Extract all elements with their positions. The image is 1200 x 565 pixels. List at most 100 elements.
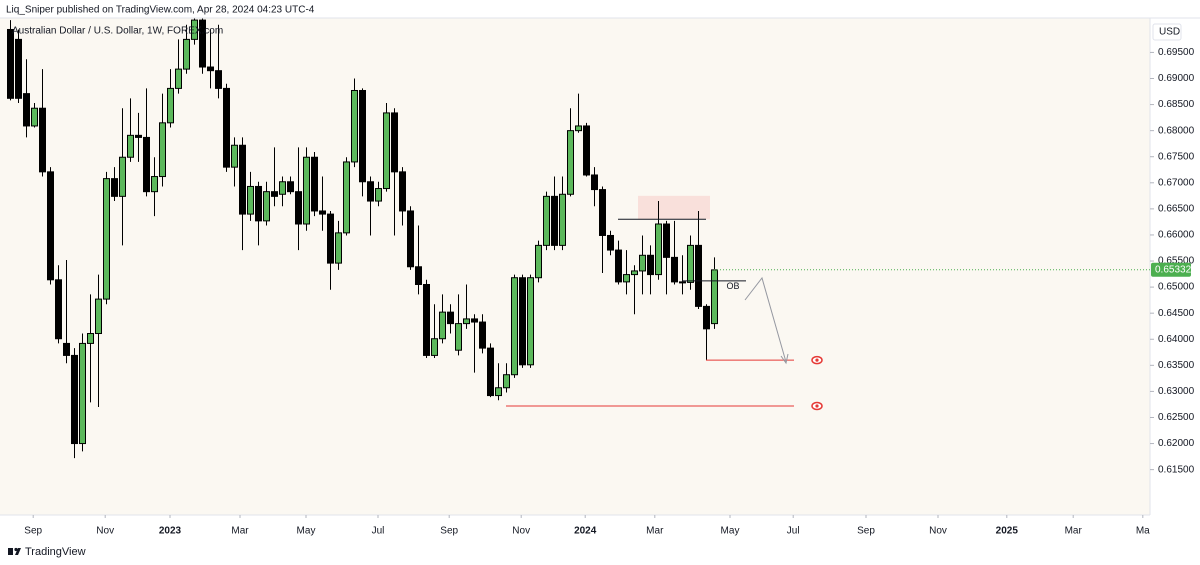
x-tick-label: Sep (440, 526, 458, 537)
y-tick-label: 0.66500 (1158, 204, 1195, 215)
y-tick-label: 0.69000 (1158, 73, 1195, 84)
candle-body (607, 234, 614, 251)
candle-body (535, 244, 542, 279)
y-tick-label: 0.62000 (1158, 438, 1195, 449)
y-tick-label: 0.62500 (1158, 412, 1195, 423)
candle-body (255, 185, 262, 222)
candle-body (279, 181, 286, 195)
y-tick-label: 0.61500 (1158, 464, 1195, 475)
candle-body (55, 279, 62, 340)
candle-body (191, 19, 198, 40)
candle-body (7, 28, 14, 99)
candle-body (103, 178, 110, 300)
candle-body (487, 347, 494, 397)
level-label: OB (726, 281, 739, 291)
candle-body (247, 185, 254, 215)
candle-body (343, 161, 350, 234)
candle-body (15, 38, 22, 99)
candle-body (695, 244, 702, 307)
candle-body (183, 38, 190, 70)
candle-body (39, 107, 46, 173)
candle-body (127, 134, 134, 158)
arrow-head (780, 353, 789, 365)
candle-body (423, 283, 430, 356)
candle-body (647, 254, 654, 276)
candle-body (87, 333, 94, 344)
candle-body (711, 269, 718, 325)
candle-body (703, 305, 710, 330)
alert-icon (811, 401, 823, 411)
candle-body (199, 19, 206, 68)
y-tick-label: 0.65000 (1158, 282, 1195, 293)
x-tick-label: Ma (1136, 526, 1150, 537)
currency-box (1152, 23, 1182, 41)
brand-name: TradingView (25, 546, 86, 558)
candle-body (687, 244, 694, 283)
candle-body (567, 130, 574, 195)
x-tick-label: Sep (24, 526, 42, 537)
publisher-header: Liq_Sniper published on TradingView.com,… (6, 5, 315, 16)
candle-body (95, 298, 102, 335)
candle-body (575, 125, 582, 132)
candle-body (471, 318, 478, 323)
candle-body (143, 136, 150, 193)
y-tick-label: 0.63000 (1158, 386, 1195, 397)
candle-body (511, 277, 518, 376)
x-tick-label: 2024 (574, 526, 597, 537)
candle-body (591, 174, 598, 191)
candle-body (543, 195, 550, 246)
plot-background (0, 18, 1150, 515)
candle-body (479, 321, 486, 349)
candle-body (375, 188, 382, 202)
x-tick-label: Mar (646, 526, 664, 537)
candle-body (335, 232, 342, 264)
candle-body (71, 354, 78, 445)
x-tick-label: Nov (96, 526, 114, 537)
alert-pupil (815, 358, 819, 362)
candle-body (615, 249, 622, 283)
candle-body (663, 223, 670, 258)
y-tick-label: 0.69500 (1158, 47, 1195, 58)
currency-label: USD (1159, 27, 1180, 38)
y-tick-label: 0.65500 (1158, 256, 1195, 267)
candle-body (631, 270, 638, 276)
candle-body (407, 210, 414, 268)
candle-body (599, 189, 606, 236)
x-tick-label: Mar (231, 526, 249, 537)
y-tick-label: 0.68000 (1158, 125, 1195, 136)
candle-body (319, 210, 326, 215)
y-tick-label: 0.67500 (1158, 151, 1195, 162)
candle-body (303, 156, 310, 225)
projection-arrow (744, 276, 787, 363)
x-tick-label: 2023 (159, 526, 182, 537)
candle-body (679, 281, 686, 284)
y-tick-label: 0.68500 (1158, 99, 1195, 110)
x-tick-label: Jul (787, 526, 800, 537)
candle-body (215, 70, 222, 89)
candle-body (111, 178, 118, 197)
candle-body (311, 156, 318, 212)
candle-body (519, 277, 526, 366)
last-price-label: 0.65332 (1155, 264, 1192, 275)
y-tick-label: 0.63500 (1158, 360, 1195, 371)
candle-body (431, 338, 438, 356)
y-tick-label: 0.64000 (1158, 334, 1195, 345)
symbol-title: Australian Dollar / U.S. Dollar, 1W, FOR… (12, 26, 223, 37)
y-tick-label: 0.67000 (1158, 177, 1195, 188)
candle-body (583, 125, 590, 176)
y-tick-label: 0.66000 (1158, 230, 1195, 241)
candle-body (327, 213, 334, 264)
x-tick-label: Nov (929, 526, 947, 537)
candle-body (527, 277, 534, 366)
candle-body (503, 374, 510, 389)
x-tick-label: May (721, 526, 740, 537)
candle-body (223, 87, 230, 168)
x-tick-label: Sep (857, 526, 875, 537)
plot (7, 18, 794, 459)
candle-body (263, 191, 270, 222)
candle-body (439, 311, 446, 340)
candle-body (399, 171, 406, 212)
y-tick-label: 0.64500 (1158, 308, 1195, 319)
candle-body (655, 223, 662, 276)
